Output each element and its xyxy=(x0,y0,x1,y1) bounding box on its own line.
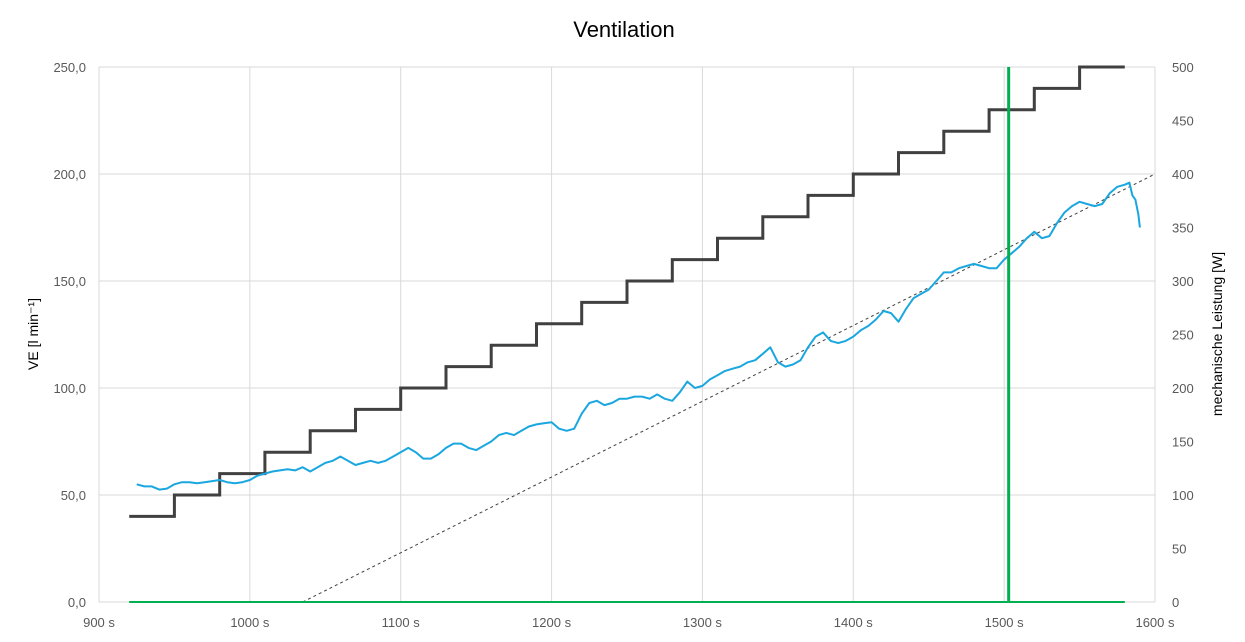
y-axis-left-title: VE [l min⁻¹] xyxy=(25,298,41,370)
x-tick-label: 1000 s xyxy=(230,615,270,630)
x-tick-label: 1600 s xyxy=(1135,615,1175,630)
y-right-tick-label: 350 xyxy=(1172,221,1194,236)
y-right-tick-label: 200 xyxy=(1172,381,1194,396)
y-left-tick-label: 250,0 xyxy=(53,60,86,75)
y-right-tick-label: 100 xyxy=(1172,488,1194,503)
series-layer xyxy=(129,65,1156,603)
y-left-tick-label: 150,0 xyxy=(53,274,86,289)
trend-line xyxy=(302,173,1156,603)
x-tick-label: 900 s xyxy=(83,615,115,630)
y-right-tick-label: 500 xyxy=(1172,60,1194,75)
y-right-tick-label: 450 xyxy=(1172,114,1194,129)
x-tick-label: 1500 s xyxy=(985,615,1025,630)
x-tick-label: 1400 s xyxy=(834,615,874,630)
power-step-line xyxy=(129,65,1125,518)
y-right-tick-label: 50 xyxy=(1172,542,1186,557)
ventilation-line xyxy=(136,181,1141,491)
y-left-tick-label: 200,0 xyxy=(53,167,86,182)
y-right-tick-label: 150 xyxy=(1172,435,1194,450)
y-right-tick-label: 400 xyxy=(1172,167,1194,182)
chart-title: Ventilation xyxy=(573,17,675,42)
x-tick-label: 1100 s xyxy=(382,615,421,630)
y-axis-right-title: mechanische Leistung [W] xyxy=(1209,252,1225,416)
y-right-tick-label: 0 xyxy=(1172,595,1179,610)
y-left-tick-label: 100,0 xyxy=(53,381,86,396)
y-left-tick-label: 50,0 xyxy=(61,488,86,503)
y-right-tick-label: 300 xyxy=(1172,274,1194,289)
x-tick-label: 1200 s xyxy=(532,615,572,630)
x-tick-label: 1300 s xyxy=(683,615,723,630)
y-left-tick-label: 0,0 xyxy=(68,595,86,610)
y-right-tick-label: 250 xyxy=(1172,328,1194,343)
axis-labels: 900 s 1000 s 1100 s 1200 s 1300 s 1400 s 1500 … xyxy=(53,60,1193,630)
gridlines xyxy=(98,66,1156,603)
